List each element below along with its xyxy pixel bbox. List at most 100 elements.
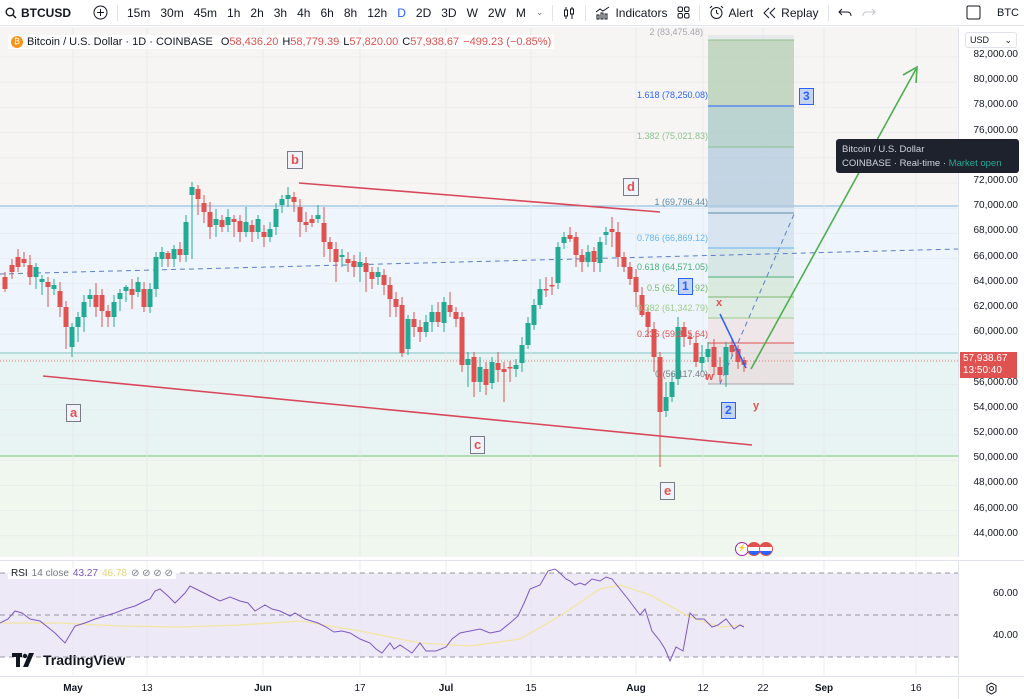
currency-label: USD bbox=[970, 35, 990, 45]
wave-label-d[interactable]: d bbox=[623, 178, 639, 196]
time-axis-label: Jul bbox=[438, 683, 454, 694]
chart-type-button[interactable] bbox=[557, 6, 581, 20]
interval-3D[interactable]: 3D bbox=[441, 5, 457, 20]
time-axis-label: 12 bbox=[697, 683, 709, 694]
fib-level-label: 0.618 (64,571.05) bbox=[636, 262, 708, 272]
interval-1h[interactable]: 1h bbox=[227, 5, 241, 20]
wave-number-1[interactable]: 1 bbox=[678, 278, 693, 295]
right-symbol-tab[interactable]: BTC bbox=[997, 6, 1019, 19]
interval-4h[interactable]: 4h bbox=[297, 5, 311, 20]
interval-dropdown[interactable]: ⌄ bbox=[535, 7, 544, 17]
high-key: H bbox=[282, 36, 291, 48]
current-price: 57,938.67 bbox=[963, 353, 1008, 364]
change-value: −499.23 (−0.85%) bbox=[463, 36, 552, 48]
rsi-value: 43.27 bbox=[72, 568, 98, 579]
tradingview-wordmark: TradingView bbox=[43, 652, 126, 668]
tradingview-logo-icon bbox=[12, 653, 34, 667]
price-axis-label: 68,000.00 bbox=[973, 225, 1019, 237]
candles-icon bbox=[564, 6, 575, 19]
tooltip-exchange: COINBASE bbox=[842, 158, 892, 169]
wave-label-c[interactable]: c bbox=[470, 436, 486, 454]
price-axis-label: 80,000.00 bbox=[973, 74, 1019, 86]
interval-2D[interactable]: 2D bbox=[415, 5, 432, 20]
wave-number-2[interactable]: 2 bbox=[721, 402, 736, 419]
interval-15m[interactable]: 15m bbox=[127, 5, 151, 20]
price-axis-label: 46,000.00 bbox=[973, 502, 1019, 514]
indicators-button[interactable]: Indicators bbox=[590, 6, 672, 20]
alert-label: Alert bbox=[728, 5, 754, 20]
interval-12h[interactable]: 12h bbox=[367, 5, 388, 20]
us-flag-event-icon[interactable] bbox=[759, 542, 773, 556]
interval-D[interactable]: D bbox=[397, 5, 406, 20]
fib-level-label: 0.236 (59,345.64) bbox=[636, 329, 708, 339]
current-price-badge: 57,938.67 13:50:40 bbox=[960, 352, 1017, 378]
symbol-legend: ₿ Bitcoin / U.S. Dollar · 1D · COINBASE … bbox=[8, 35, 555, 49]
symbol-search[interactable]: BTCUSD bbox=[0, 6, 76, 20]
tradingview-logo[interactable]: TradingView bbox=[12, 652, 125, 668]
interval-45m[interactable]: 45m bbox=[193, 5, 218, 20]
templates-button[interactable] bbox=[672, 6, 695, 19]
chart-settings-button[interactable] bbox=[958, 676, 1024, 699]
fib-level-label: 0 (56,117.40) bbox=[655, 369, 708, 379]
rsi-axis-label: 60.00 bbox=[992, 588, 1018, 599]
layout-button[interactable] bbox=[961, 5, 986, 20]
candlestick-chart bbox=[0, 27, 958, 557]
interval-6h[interactable]: 6h bbox=[320, 5, 334, 20]
interval-8h[interactable]: 8h bbox=[343, 5, 358, 20]
time-axis-label: Sep bbox=[814, 683, 834, 694]
interval-30m[interactable]: 30m bbox=[160, 5, 184, 20]
price-axis-label: 60,000.00 bbox=[973, 326, 1019, 338]
tooltip-title: Bitcoin / U.S. Dollar bbox=[842, 144, 925, 155]
divider bbox=[699, 4, 701, 21]
settings-gear-icon bbox=[986, 681, 997, 695]
price-axis-label: 70,000.00 bbox=[973, 200, 1019, 212]
wave-letter-x[interactable]: x bbox=[716, 297, 723, 309]
time-axis-label: Jun bbox=[254, 683, 272, 694]
price-axis[interactable]: USD ⌄ 82,000.00 80,000.00 78,000.00 76,000.0… bbox=[958, 27, 1024, 557]
low-key: L bbox=[343, 36, 350, 48]
interval-M[interactable]: M bbox=[515, 5, 526, 20]
compare-symbol-button[interactable] bbox=[88, 5, 113, 20]
chevron-down-icon: ⌄ bbox=[1004, 35, 1012, 45]
undo-button[interactable] bbox=[833, 7, 857, 19]
open-value: 58,436.20 bbox=[229, 36, 279, 48]
price-axis-label: 50,000.00 bbox=[973, 452, 1019, 464]
price-axis-label: 78,000.00 bbox=[973, 99, 1019, 111]
price-chart[interactable]: 2 (83,475.48) 1.618 (78,250.08) 1.382 (75,… bbox=[0, 27, 958, 557]
interval-3h[interactable]: 3h bbox=[273, 5, 288, 20]
rsi-axis[interactable]: 60.00 40.00 bbox=[958, 560, 1024, 675]
wave-label-a[interactable]: a bbox=[66, 404, 82, 422]
wave-number-3[interactable]: 3 bbox=[799, 88, 814, 105]
price-axis-label: 64,000.00 bbox=[973, 275, 1019, 287]
alarm-clock-icon bbox=[710, 5, 724, 19]
currency-select[interactable]: USD ⌄ bbox=[965, 32, 1017, 48]
high-value: 58,779.39 bbox=[290, 36, 340, 48]
wave-letter-y[interactable]: y bbox=[753, 400, 760, 412]
wave-letter-w[interactable]: w bbox=[705, 371, 714, 383]
wave-label-b[interactable]: b bbox=[287, 151, 303, 169]
replay-label: Replay bbox=[781, 5, 819, 20]
time-axis[interactable]: May 13 Jun 17 Jul 15 Aug 12 22 Sep 16 bbox=[0, 676, 958, 699]
fib-level-label: 2 (83,475.48) bbox=[649, 27, 703, 37]
interval-2W[interactable]: 2W bbox=[487, 5, 506, 20]
price-axis-label: 76,000.00 bbox=[973, 124, 1019, 136]
fib-level-label: 0.786 (66,869.12) bbox=[636, 233, 708, 243]
interval-2h[interactable]: 2h bbox=[250, 5, 264, 20]
rsi-axis-label: 40.00 bbox=[992, 630, 1018, 641]
wave-label-e[interactable]: e bbox=[660, 482, 676, 500]
close-value: 57,938.67 bbox=[410, 36, 460, 48]
interval-W[interactable]: W bbox=[466, 5, 478, 20]
divider bbox=[117, 4, 118, 21]
rsi-pane[interactable] bbox=[0, 560, 958, 675]
grid-icon bbox=[677, 6, 690, 19]
symbol-title[interactable]: Bitcoin / U.S. Dollar · 1D · COINBASE bbox=[27, 36, 213, 48]
fib-level-label: 0.5 (62,958.92) bbox=[646, 283, 708, 293]
open-key: O bbox=[220, 36, 230, 48]
time-axis-label: 15 bbox=[525, 683, 537, 694]
replay-button[interactable]: Replay bbox=[758, 6, 823, 20]
price-axis-label: 62,000.00 bbox=[973, 301, 1019, 312]
alert-button[interactable]: Alert bbox=[704, 5, 758, 20]
rsi-name[interactable]: RSI bbox=[11, 568, 28, 579]
redo-button[interactable] bbox=[857, 7, 881, 19]
redo-icon bbox=[862, 8, 876, 16]
